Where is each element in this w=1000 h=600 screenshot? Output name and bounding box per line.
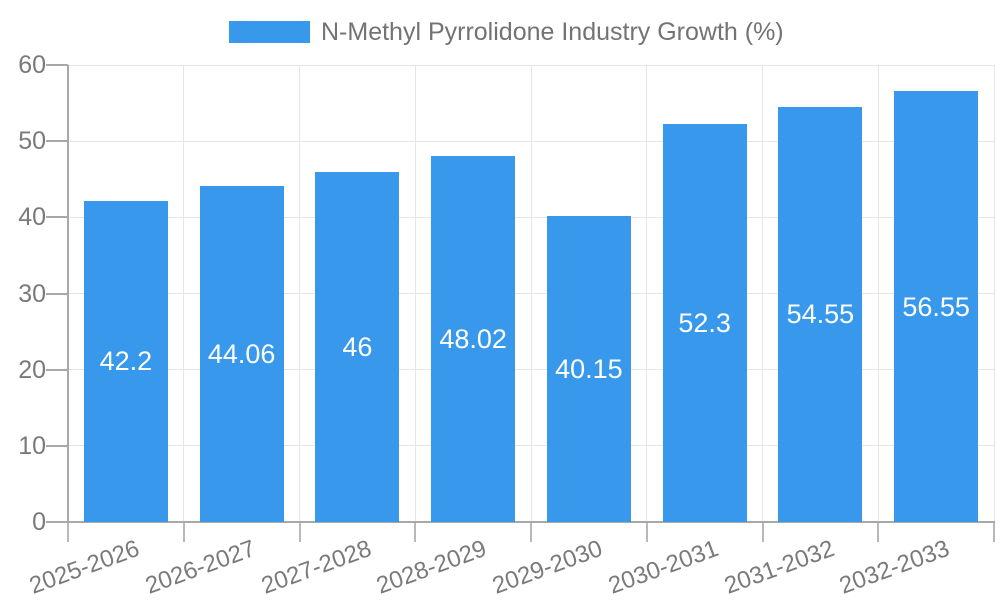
bar (778, 106, 863, 522)
gridline-vertical (530, 65, 532, 522)
bar-value-label: 46 (342, 331, 373, 362)
y-axis-tick-label: 50 (18, 127, 46, 156)
x-axis-tick (993, 522, 995, 542)
x-axis-tick-label: 2025-2026 (26, 535, 144, 600)
y-axis-tick (46, 140, 68, 143)
bar-value-label: 52.3 (678, 307, 731, 338)
x-axis-tick (67, 522, 69, 542)
bar-value-label: 40.15 (555, 354, 623, 385)
x-axis-tick-label: 2031-2032 (720, 535, 838, 600)
x-axis-tick-label: 2029-2030 (489, 535, 607, 600)
gridline-vertical (877, 65, 879, 522)
gridline-vertical (299, 65, 300, 522)
y-axis-tick (46, 521, 68, 523)
bar (431, 156, 516, 522)
x-axis-tick (414, 522, 417, 542)
gridline-vertical (762, 65, 763, 522)
bar-value-label: 44.06 (207, 339, 276, 370)
y-axis-tick-label: 40 (18, 203, 46, 232)
legend-swatch (229, 21, 310, 43)
bar (894, 91, 979, 522)
y-axis-tick (46, 444, 68, 447)
y-axis-tick (46, 216, 68, 219)
x-axis-tick (530, 522, 532, 542)
bar-value-label: 56.55 (902, 291, 970, 322)
x-axis-tick-label: 2030-2031 (604, 535, 722, 600)
y-axis-tick-label: 30 (18, 279, 46, 308)
bar (546, 216, 631, 522)
x-axis-tick (761, 522, 764, 542)
x-axis-line (67, 521, 995, 523)
y-axis-tick (46, 64, 68, 66)
y-axis-tick-label: 10 (18, 431, 46, 460)
y-axis-tick-label: 20 (18, 355, 46, 384)
y-axis-tick (46, 292, 68, 295)
x-axis-tick-label: 2032-2033 (836, 535, 954, 600)
x-axis-tick (877, 522, 880, 542)
gridline-vertical (414, 65, 416, 522)
x-axis-tick-label: 2027-2028 (257, 535, 375, 600)
x-axis-tick (182, 522, 185, 542)
gridline-vertical (183, 65, 185, 522)
gridline-vertical (646, 65, 648, 522)
y-axis-line (67, 65, 69, 522)
x-axis-tick (298, 522, 301, 542)
y-axis-tick-label: 60 (18, 51, 46, 79)
x-axis-tick-label: 2028-2029 (373, 535, 491, 600)
bar (199, 186, 284, 522)
y-axis-tick (46, 368, 68, 371)
y-axis-tick-label: 0 (32, 508, 46, 536)
bar (83, 200, 168, 522)
gridline-vertical (993, 65, 995, 522)
bar (662, 123, 747, 522)
legend[interactable]: N-Methyl Pyrrolidone Industry Growth (%) (229, 16, 784, 48)
bar-value-label: 42.2 (99, 346, 153, 377)
legend-label: N-Methyl Pyrrolidone Industry Growth (%) (321, 17, 784, 46)
bar-value-label: 48.02 (439, 324, 507, 355)
x-axis-tick (645, 522, 648, 542)
bar-value-label: 54.55 (786, 299, 855, 330)
bar (315, 171, 400, 522)
x-axis-tick-label: 2026-2027 (141, 535, 259, 600)
